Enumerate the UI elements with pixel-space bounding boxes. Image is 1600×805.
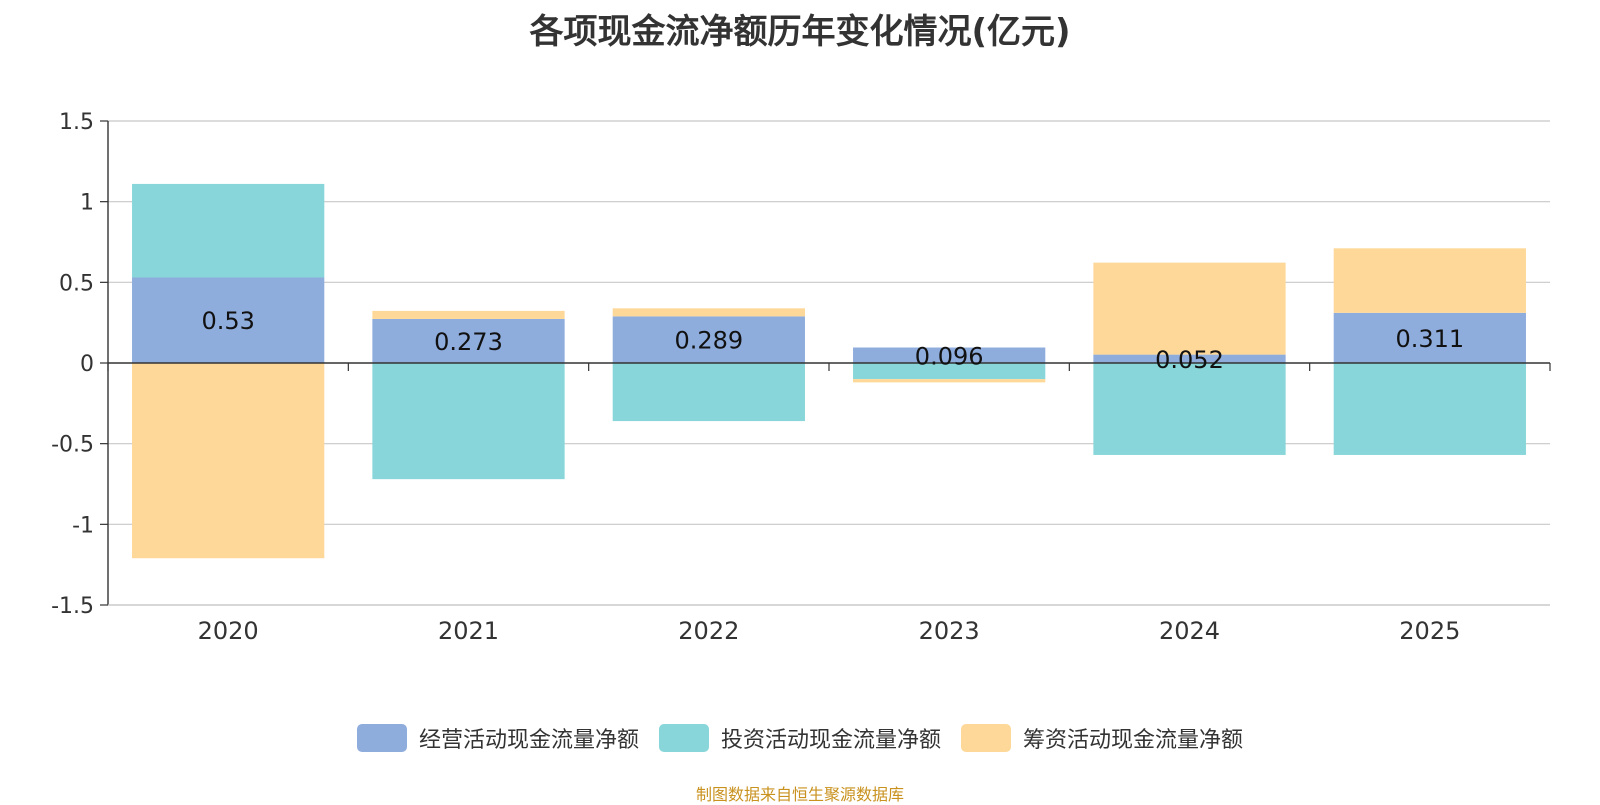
chart-title: 各项现金流净额历年变化情况(亿元) [529, 12, 1071, 52]
data-label: 0.052 [1155, 346, 1224, 374]
bar-operating-2021 [372, 318, 565, 363]
bar-financing-2021 [372, 310, 565, 319]
data-label: 0.311 [1395, 325, 1464, 353]
legend-item[interactable]: 筹资活动现金流量净额 [961, 722, 1243, 754]
bar-operating-2025 [1333, 312, 1526, 363]
bar-financing-2024 [1093, 262, 1286, 355]
bar-investing-2022 [612, 363, 805, 422]
y-tick-label: 0.5 [59, 271, 94, 296]
x-tick-label: 2022 [678, 617, 739, 645]
bar-financing-2020 [132, 363, 325, 559]
bar-financing-2022 [612, 308, 805, 317]
y-tick-label: 1.5 [59, 110, 94, 135]
y-tick-label: -0.5 [51, 433, 94, 458]
legend: 经营活动现金流量净额 投资活动现金流量净额 筹资活动现金流量净额 [0, 722, 1600, 754]
bar-operating-2023 [853, 347, 1046, 363]
bar-operating-2022 [612, 316, 805, 363]
legend-item[interactable]: 投资活动现金流量净额 [658, 722, 941, 754]
x-tick-label: 2024 [1159, 617, 1220, 645]
legend-label: 筹资活动现金流量净额 [1023, 728, 1244, 753]
axes: 1.5 1 0.5 0 -0.5 -1 -1.5 2020 2021 2022 2023 2024 20… [51, 110, 1551, 645]
bar-investing-2024 [1093, 363, 1286, 455]
y-tick-label: -1 [72, 513, 94, 538]
data-label: 0.273 [434, 328, 503, 356]
bar-operating-2020 [132, 277, 325, 363]
legend-item[interactable]: 经营活动现金流量净额 [356, 722, 639, 754]
bar-financing-2025 [1333, 248, 1526, 313]
bar-investing-2025 [1333, 363, 1526, 455]
bar-investing-2023 [853, 363, 1046, 380]
data-label: 0.096 [915, 342, 984, 370]
legend-swatch [658, 724, 709, 752]
bar-operating-2024 [1093, 354, 1286, 363]
x-tick-label: 2021 [438, 617, 499, 645]
y-tick-label: 0 [80, 352, 94, 377]
legend-swatch [356, 724, 407, 752]
data-label: 0.53 [201, 307, 254, 335]
legend-label: 投资活动现金流量净额 [720, 728, 941, 753]
x-tick-label: 2025 [1399, 617, 1460, 645]
data-labels: 0.53 0.273 0.289 0.096 0.052 0.311 [201, 307, 1464, 374]
bar-investing-2021 [372, 363, 565, 480]
bar-financing-2023 [853, 379, 1046, 383]
legend-swatch [961, 724, 1011, 752]
y-tick-label: 1 [80, 191, 94, 216]
bar-investing-2020 [132, 183, 325, 278]
x-tick-label: 2023 [919, 617, 980, 645]
x-tick-label: 2020 [198, 617, 259, 645]
legend-label: 经营活动现金流量净额 [418, 728, 639, 753]
source-note: 制图数据来自恒生聚源数据库 [695, 785, 904, 804]
data-label: 0.289 [674, 327, 743, 355]
y-tick-label: -1.5 [51, 594, 94, 619]
bars [132, 183, 1526, 559]
